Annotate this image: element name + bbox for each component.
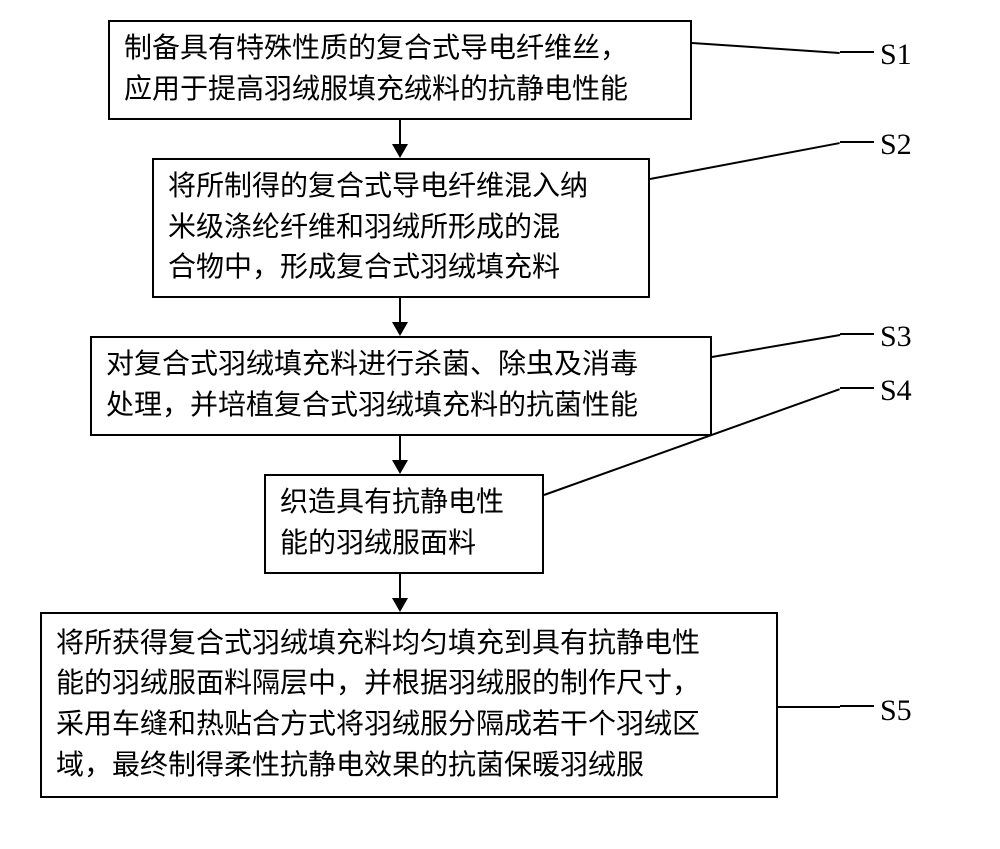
arrow-down-icon [392, 460, 408, 474]
leader-line [692, 42, 840, 54]
leader-line [840, 387, 874, 389]
flow-step-S1: 制备具有特殊性质的复合式导电纤维丝， 应用于提高羽绒服填充绒料的抗静电性能 [108, 20, 692, 120]
arrow-connector [399, 298, 401, 322]
flow-step-text: 将所获得复合式羽绒填充料均匀填充到具有抗静电性 能的羽绒服面料隔层中，并根据羽绒… [56, 624, 700, 786]
leader-line [840, 141, 874, 143]
arrow-connector [399, 574, 401, 598]
flow-step-S4: 织造具有抗静电性 能的羽绒服面料 [264, 474, 544, 574]
flow-step-S2: 将所制得的复合式导电纤维混入纳 米级涤纶纤维和羽绒所形成的混 合物中，形成复合式… [152, 158, 650, 298]
arrow-down-icon [392, 322, 408, 336]
flow-step-S3: 对复合式羽绒填充料进行杀菌、除虫及消毒 处理，并培植复合式羽绒填充料的抗菌性能 [90, 336, 712, 436]
arrow-down-icon [392, 144, 408, 158]
arrow-connector [399, 436, 401, 460]
flow-step-S5: 将所获得复合式羽绒填充料均匀填充到具有抗静电性 能的羽绒服面料隔层中，并根据羽绒… [40, 612, 778, 798]
step-label-S3: S3 [880, 320, 912, 354]
arrow-down-icon [392, 598, 408, 612]
flow-step-text: 对复合式羽绒填充料进行杀菌、除虫及消毒 处理，并培植复合式羽绒填充料的抗菌性能 [106, 345, 638, 426]
flow-step-text: 将所制得的复合式导电纤维混入纳 米级涤纶纤维和羽绒所形成的混 合物中，形成复合式… [168, 167, 588, 289]
leader-line [778, 706, 840, 708]
leader-line [712, 334, 840, 358]
arrow-connector [399, 120, 401, 144]
leader-line [840, 705, 874, 707]
leader-line [840, 333, 874, 335]
leader-line [840, 51, 874, 53]
step-label-S2: S2 [880, 128, 912, 162]
leader-line [650, 142, 840, 180]
flow-step-text: 织造具有抗静电性 能的羽绒服面料 [280, 483, 504, 564]
step-label-S1: S1 [880, 38, 912, 72]
step-label-S5: S5 [880, 694, 912, 728]
step-label-S4: S4 [880, 374, 912, 408]
flow-step-text: 制备具有特殊性质的复合式导电纤维丝， 应用于提高羽绒服填充绒料的抗静电性能 [124, 29, 628, 110]
